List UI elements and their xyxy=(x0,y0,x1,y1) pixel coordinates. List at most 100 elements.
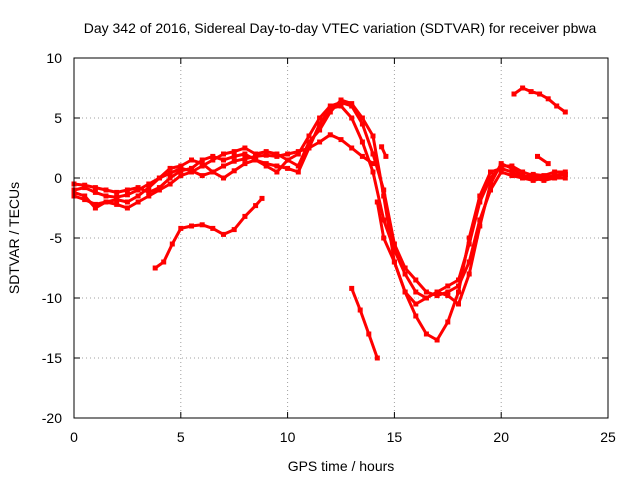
data-point-track-3 xyxy=(317,121,323,127)
data-point-track-2 xyxy=(413,277,419,283)
data-point-track-4 xyxy=(359,115,365,121)
data-point-track-4 xyxy=(317,127,323,133)
data-point-track-5 xyxy=(456,289,461,295)
data-point-track-3 xyxy=(146,189,152,195)
data-point-track-6 xyxy=(253,203,259,209)
data-point-track-3 xyxy=(135,185,141,191)
data-point-track-9 xyxy=(379,144,385,150)
y-axis-label: SDTVAR / TECUs xyxy=(6,182,22,294)
data-point-track-5 xyxy=(477,193,483,199)
data-point-track-2 xyxy=(114,197,120,203)
data-point-track-1 xyxy=(263,152,269,158)
data-point-track-5 xyxy=(562,171,568,177)
data-point-track-3 xyxy=(391,247,397,253)
data-point-track-3 xyxy=(242,151,248,157)
data-point-track-5 xyxy=(391,259,397,265)
x-tick-label: 0 xyxy=(70,429,78,445)
data-point-track-6 xyxy=(242,213,248,219)
data-point-track-3 xyxy=(103,187,109,193)
data-point-track-5 xyxy=(413,313,419,319)
data-point-track-8 xyxy=(537,91,543,97)
data-point-track-2 xyxy=(135,193,141,199)
data-point-track-8 xyxy=(528,89,534,95)
data-point-track-3 xyxy=(381,217,387,223)
x-axis-label: GPS time / hours xyxy=(288,458,395,474)
axis-ticks xyxy=(73,57,609,419)
data-point-track-6 xyxy=(199,222,205,228)
data-point-track-2 xyxy=(210,169,216,175)
data-point-track-8 xyxy=(520,85,526,91)
data-point-track-3 xyxy=(520,169,526,175)
data-point-track-2 xyxy=(178,163,184,169)
data-point-track-4 xyxy=(103,199,109,205)
data-point-track-2 xyxy=(82,197,88,203)
data-point-track-1 xyxy=(338,137,344,143)
data-point-track-7 xyxy=(366,331,372,337)
data-point-track-1 xyxy=(92,189,98,195)
data-point-track-4 xyxy=(92,205,98,211)
data-point-track-4 xyxy=(285,157,291,163)
y-tick-label: 5 xyxy=(54,110,62,126)
data-point-track-2 xyxy=(359,121,365,127)
y-tick-label: -20 xyxy=(42,410,62,426)
data-point-track-2 xyxy=(306,133,312,139)
data-point-track-2 xyxy=(221,175,226,181)
data-point-track-3 xyxy=(413,289,419,295)
data-point-track-1 xyxy=(167,170,173,176)
data-point-track-5 xyxy=(423,331,429,337)
grid-lines xyxy=(74,58,608,418)
data-point-track-5 xyxy=(488,169,493,175)
data-point-track-4 xyxy=(189,169,194,175)
data-point-track-4 xyxy=(488,181,493,187)
data-point-track-3 xyxy=(167,175,173,181)
data-point-track-3 xyxy=(456,277,461,283)
data-point-track-3 xyxy=(359,139,365,145)
data-point-track-3 xyxy=(124,187,130,193)
data-point-track-1 xyxy=(370,161,376,167)
data-point-track-1 xyxy=(199,173,205,179)
data-point-track-3 xyxy=(402,271,408,277)
data-point-track-4 xyxy=(263,149,269,155)
data-point-track-4 xyxy=(349,101,355,107)
data-point-track-6 xyxy=(169,241,175,247)
data-point-track-3 xyxy=(231,153,237,159)
data-point-track-2 xyxy=(445,289,451,295)
data-point-track-4 xyxy=(456,301,461,307)
data-point-track-2 xyxy=(552,169,558,175)
data-point-track-2 xyxy=(370,151,376,157)
y-tick-label: -15 xyxy=(42,350,62,366)
data-point-track-10 xyxy=(545,161,551,167)
data-point-track-5 xyxy=(541,175,547,181)
data-point-track-5 xyxy=(552,173,558,179)
data-point-track-3 xyxy=(349,115,355,121)
series-track-7 xyxy=(350,286,379,360)
y-tick-labels: -20 -15 -10 -5 0 5 10 xyxy=(42,50,62,426)
data-point-track-2 xyxy=(317,115,323,121)
x-tick-label: 25 xyxy=(600,429,616,445)
data-point-track-3 xyxy=(263,161,269,167)
data-point-track-2 xyxy=(498,169,504,175)
data-point-track-4 xyxy=(338,97,344,103)
data-point-track-4 xyxy=(253,151,259,157)
data-point-track-6 xyxy=(259,195,265,201)
data-point-track-3 xyxy=(295,169,301,175)
data-point-track-4 xyxy=(178,173,184,179)
data-point-track-7 xyxy=(357,307,363,313)
chart-title: Day 342 of 2016, Sidereal Day-to-day VTE… xyxy=(84,20,597,36)
x-tick-labels: 0 5 10 15 20 25 xyxy=(70,429,616,445)
data-point-track-2 xyxy=(146,185,152,191)
data-point-track-4 xyxy=(210,157,216,163)
data-point-track-3 xyxy=(221,157,226,163)
data-series xyxy=(71,85,568,361)
data-point-track-3 xyxy=(189,165,194,171)
data-point-track-8 xyxy=(545,96,551,102)
data-point-track-5 xyxy=(530,177,536,183)
data-point-track-2 xyxy=(466,259,472,265)
data-point-track-2 xyxy=(156,175,162,181)
data-point-track-2 xyxy=(391,241,397,247)
data-point-track-3 xyxy=(488,175,493,181)
data-point-track-10 xyxy=(535,153,540,159)
data-point-track-4 xyxy=(413,301,419,307)
y-tick-label: 0 xyxy=(54,170,62,186)
data-point-track-2 xyxy=(402,265,408,271)
